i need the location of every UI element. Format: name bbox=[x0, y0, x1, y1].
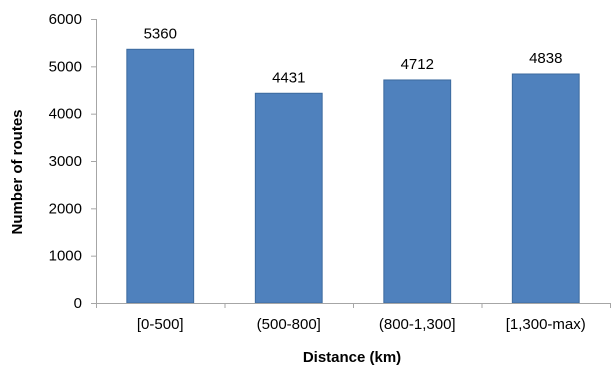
bars bbox=[126, 48, 580, 304]
x-tick-label: (500-800] bbox=[257, 316, 321, 333]
x-tick-label: [1,300-max) bbox=[506, 316, 586, 333]
bar-value-label: 5360 bbox=[144, 25, 177, 42]
x-axis-ticks: [0-500] (500-800] (800-1,300] [1,300-max) bbox=[96, 303, 611, 333]
x-axis-title: Distance (km) bbox=[303, 349, 401, 366]
y-tick-label: 0 bbox=[74, 295, 82, 312]
y-tick-label: 3000 bbox=[49, 153, 82, 170]
data-labels: 5360 4431 4712 4838 bbox=[144, 25, 563, 86]
bar bbox=[511, 73, 580, 304]
y-tick-label: 4000 bbox=[49, 106, 82, 123]
y-axis-title: Number of routes bbox=[9, 109, 26, 234]
bar-value-label: 4431 bbox=[272, 69, 305, 86]
y-tick-label: 6000 bbox=[49, 11, 82, 28]
y-tick-label: 2000 bbox=[49, 200, 82, 217]
y-tick-label: 1000 bbox=[49, 248, 82, 265]
bar-value-label: 4712 bbox=[401, 56, 434, 73]
x-tick-label: (800-1,300] bbox=[379, 316, 456, 333]
bar bbox=[254, 92, 323, 304]
y-axis-ticks: 0 1000 2000 3000 4000 5000 6000 bbox=[49, 11, 96, 312]
y-tick-label: 5000 bbox=[49, 58, 82, 75]
bar-value-label: 4838 bbox=[529, 50, 562, 67]
bar bbox=[383, 79, 452, 304]
bar bbox=[126, 48, 195, 304]
x-tick-label: [0-500] bbox=[137, 316, 184, 333]
